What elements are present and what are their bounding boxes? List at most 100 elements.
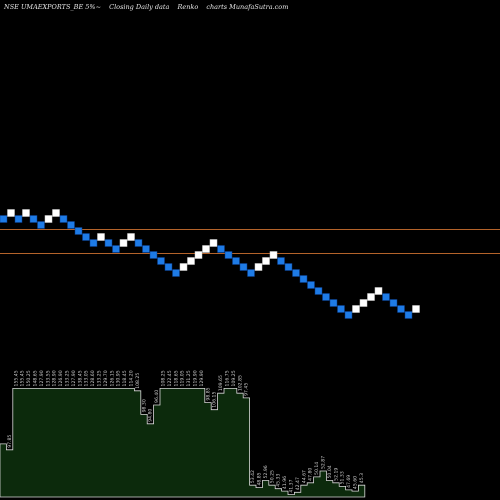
- volume-label: 44.67: [301, 470, 307, 483]
- renko-brick-down: [322, 293, 330, 301]
- renko-brick-down: [104, 239, 113, 247]
- volume-label: 50.04: [327, 465, 333, 478]
- renko-brick-down: [157, 257, 165, 265]
- renko-brick-up: [187, 257, 195, 265]
- volume-label: 126.90: [58, 370, 64, 386]
- volume-label: 102.85: [237, 375, 243, 391]
- volume-label: 128.60: [90, 370, 96, 386]
- volume-area: [0, 388, 366, 498]
- chart-brand: charts MunafaSutra.com: [206, 3, 289, 11]
- volume-label: 106.15: [212, 392, 218, 408]
- volume-label: 128.90: [52, 370, 58, 386]
- renko-brick-down: [112, 245, 120, 253]
- renko-brick-down: [389, 299, 398, 307]
- renko-brick-down: [224, 251, 233, 259]
- renko-brick-down: [277, 257, 285, 265]
- chart-symbol: NSE UMAEXPORTS_BE 5%~: [4, 3, 102, 11]
- renko-brick-down: [89, 239, 98, 247]
- renko-brick-up: [359, 299, 368, 307]
- volume-label: 52.19: [333, 468, 339, 481]
- volume-label: 108.25: [135, 373, 141, 389]
- renko-brick-up: [262, 257, 270, 265]
- volume-label: 114.20: [129, 370, 135, 386]
- volume-label: 155.45: [13, 370, 19, 386]
- volume-label: 133.25: [65, 370, 71, 386]
- renko-brick-down: [329, 299, 338, 307]
- volume-label: 47.69: [346, 475, 352, 488]
- renko-brick-up: [22, 209, 30, 217]
- renko-brick-down: [217, 245, 225, 253]
- renko-brick-down: [307, 281, 315, 289]
- renko-brick-up: [52, 209, 60, 217]
- volume-label: 118.65: [173, 370, 179, 386]
- renko-brick-down: [337, 305, 345, 313]
- renko-brick-down: [134, 239, 143, 247]
- volume-label: 116.75: [225, 370, 231, 386]
- renko-brick-down: [0, 215, 8, 223]
- renko-brick-down: [404, 311, 413, 319]
- volume-label: 126.15: [109, 370, 115, 386]
- volume-label: 41.37: [289, 479, 295, 492]
- renko-brick-down: [239, 263, 248, 271]
- volume-label: 109.65: [218, 375, 224, 391]
- renko-brick-down: [149, 251, 158, 259]
- renko-brick-down: [67, 221, 75, 229]
- volume-label: 97.85: [7, 435, 13, 448]
- volume-label: 119.05: [180, 370, 186, 386]
- renko-brick-up: [194, 251, 203, 259]
- volume-label: 108.25: [161, 370, 167, 386]
- renko-brick-down: [164, 263, 173, 271]
- volume-label: 50.25: [269, 470, 275, 483]
- volume-label: 138.45: [77, 370, 83, 386]
- volume-label: 127.90: [39, 370, 45, 386]
- volume-label: 131.25: [186, 370, 192, 386]
- renko-brick-down: [232, 257, 240, 265]
- renko-brick-down: [142, 245, 150, 253]
- volume-label: 122.45: [167, 370, 173, 386]
- volume-label: 51.33: [340, 471, 346, 484]
- renko-brick-up: [367, 293, 375, 301]
- renko-brick-down: [29, 215, 38, 223]
- chart-kind: Renko: [177, 3, 199, 11]
- chart-header: NSE UMAEXPORTS_BE 5%~ Closing Daily data…: [4, 3, 294, 11]
- volume-label: 118.45: [122, 370, 128, 386]
- volume-label: 150.25: [26, 370, 32, 386]
- volume-label: 45.3: [359, 473, 365, 483]
- volume-label: 94.80: [148, 409, 154, 422]
- volume-label: 96.40: [154, 390, 160, 403]
- volume-label: 155.45: [20, 370, 26, 386]
- volume-label: 119.90: [193, 370, 199, 386]
- renko-brick-down: [247, 269, 255, 277]
- renko-brick-down: [14, 215, 23, 223]
- renko-brick-down: [397, 305, 405, 313]
- volume-label: 45.33: [276, 474, 282, 487]
- renko-brick-up: [202, 245, 210, 253]
- volume-label: 97.45: [244, 383, 250, 396]
- renko-brick-up: [269, 251, 278, 259]
- volume-label: 50.14: [314, 462, 320, 475]
- renko-brick-down: [284, 263, 293, 271]
- volume-label: 47.80: [308, 468, 314, 481]
- renko-brick-down: [344, 311, 353, 319]
- volume-label: 45.60: [353, 476, 359, 489]
- volume-label: 41.96: [282, 476, 288, 489]
- volume-label: 129.70: [103, 370, 109, 386]
- volume-label: 48.85: [257, 472, 263, 485]
- volume-label: 133.55: [45, 370, 51, 386]
- renko-brick-down: [82, 233, 90, 241]
- volume-label: 129.90: [199, 370, 205, 386]
- volume-label: 42.47: [295, 477, 301, 490]
- volume-label: 52.87: [321, 456, 327, 469]
- renko-brick-up: [209, 239, 218, 247]
- renko-brick-down: [299, 275, 308, 283]
- volume-label: 98.30: [141, 399, 147, 412]
- renko-brick-down: [74, 227, 83, 235]
- volume-label: 127.90: [71, 370, 77, 386]
- renko-brick-down: [37, 221, 45, 229]
- renko-brick-down: [314, 287, 323, 295]
- renko-brick-up: [127, 233, 135, 241]
- renko-brick-up: [412, 305, 420, 313]
- volume-label: 98.85: [205, 387, 211, 400]
- renko-brick-up: [254, 263, 263, 271]
